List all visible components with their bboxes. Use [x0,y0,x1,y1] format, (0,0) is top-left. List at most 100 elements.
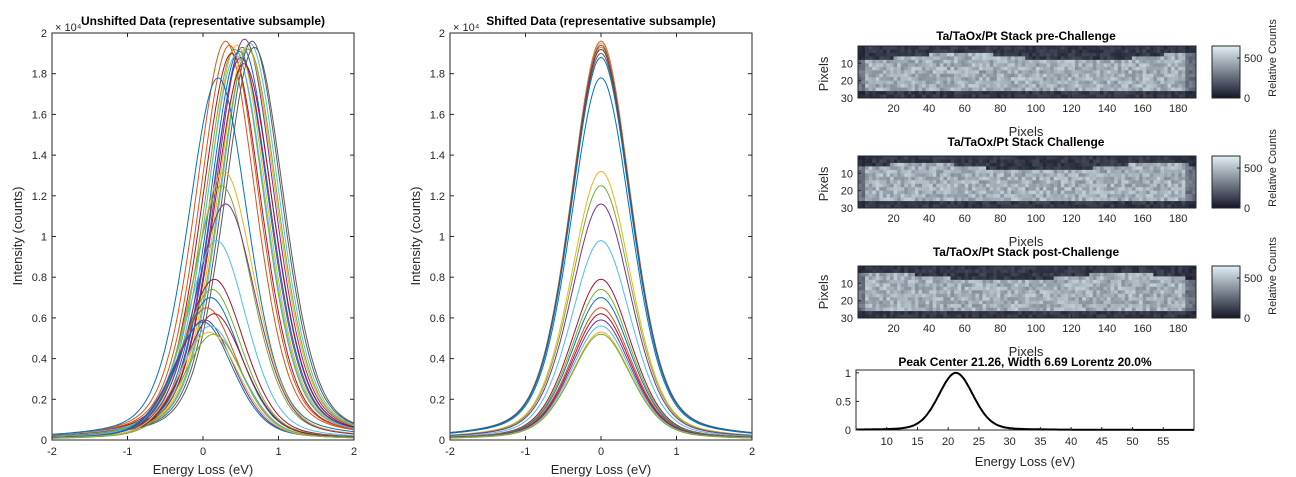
heatmap-cell [1078,87,1083,92]
heatmap-cell [961,194,966,198]
heatmap-cell [1028,70,1033,75]
heatmap-cell [1181,156,1186,160]
heatmap-cell [946,307,951,312]
heatmap-cell [1110,297,1115,301]
heatmap-cell [1028,46,1033,50]
heatmap-cell [986,77,990,81]
heatmap-cell [886,311,891,315]
heatmap-cell [1135,87,1140,92]
heatmap-cell [890,66,894,71]
x-tick-label: 100 [1027,323,1045,335]
heatmap-cell [1085,87,1090,92]
heatmap-cell [1071,46,1076,50]
heatmap-cell [957,279,962,284]
heatmap-cell [1171,187,1175,191]
heatmap-cell [1156,269,1161,274]
heatmap-cell [1174,84,1179,88]
heatmap-cell [1124,190,1129,195]
heatmap-cell [868,197,873,202]
heatmap-cell [1174,297,1179,301]
heatmap-cell [1014,84,1019,88]
heatmap-cell [1032,304,1037,308]
heatmap-cell [932,80,937,85]
heatmap-cell [986,176,990,181]
heatmap-cell [950,187,955,191]
heatmap-cell [1032,297,1037,301]
heatmap-cell [1039,286,1044,291]
heatmap-cell [893,63,898,68]
peak-fit-x-label: Energy Loss (eV) [975,454,1075,469]
heatmap-cell [1000,311,1005,315]
heatmap-cell [1114,46,1119,50]
heatmap-cell [1021,190,1026,195]
heatmap-cell [1167,286,1172,291]
heatmap-cell [1171,283,1175,288]
heatmap-cell [1057,56,1062,61]
heatmap-cell [968,194,973,198]
heatmap-cell [932,266,937,270]
heatmap-cell [968,77,973,81]
heatmap-cell [1128,63,1133,68]
heatmap-cell [1167,272,1172,277]
heatmap-cell [1124,276,1129,281]
heatmap-cell [1103,162,1108,167]
heatmap-cell [1007,197,1012,202]
heatmap-cell [971,56,976,61]
heatmap-cell [890,314,894,319]
heatmap-cell [932,159,937,164]
heatmap-cell [1092,297,1097,301]
heatmap-cell [1167,94,1172,99]
heatmap-cell [982,279,987,284]
heatmap-cell [929,73,934,78]
heatmap-cell [1128,173,1133,178]
heatmap-cell [1192,297,1197,301]
heatmap-cell [1092,87,1097,92]
heatmap-cell [1149,176,1154,181]
heatmap-cell [922,180,926,185]
heatmap-cell [1057,73,1062,78]
heatmap-cell [929,159,934,164]
heatmap-cell [1139,84,1143,88]
heatmap-cell [968,87,973,92]
heatmap-cell [1163,283,1168,288]
heatmap-cell [865,77,869,81]
heatmap-cell [1032,311,1037,315]
heatmap-cell [1114,201,1119,205]
heatmap-cell [978,297,983,301]
heatmap-cell [961,311,966,315]
heatmap-cell [1085,176,1090,181]
heatmap-cell [1085,70,1090,75]
heatmap-cell [954,91,958,95]
heatmap-cell [975,204,980,209]
heatmap-cell [996,194,1001,198]
heatmap-cell [1181,162,1186,167]
x-tick-label: 80 [994,213,1006,225]
heatmap-cell [1078,183,1083,188]
heatmap-cell [911,156,916,160]
heatmap-cell [1057,169,1062,174]
heatmap-cell [1178,176,1183,181]
heatmap-cell [1107,311,1111,315]
heatmap-cell [865,87,869,92]
heatmap-cell [1156,204,1161,209]
heatmap-cell [950,276,955,281]
heatmap-cell [1003,194,1008,198]
heatmap-cell [1071,293,1076,298]
heatmap-cell [1039,194,1044,198]
heatmap-cell [1035,276,1040,281]
heatmap-cell [911,59,916,64]
heatmap-cell [939,70,944,75]
heatmap-cell [1085,187,1090,191]
heatmap-cell [986,314,990,319]
heatmap-cell [975,314,980,319]
heatmap-cell [946,293,951,298]
heatmap-cell [1043,56,1047,61]
heatmap-cell [886,87,891,92]
heatmap-cell [1078,159,1083,164]
heatmap-cell [978,66,983,71]
heatmap-cell [1099,91,1104,95]
heatmap-cell [1178,91,1183,95]
heatmap-cell [1149,307,1154,312]
heatmap-cell [1142,194,1147,198]
heatmap-cell [1121,269,1126,274]
